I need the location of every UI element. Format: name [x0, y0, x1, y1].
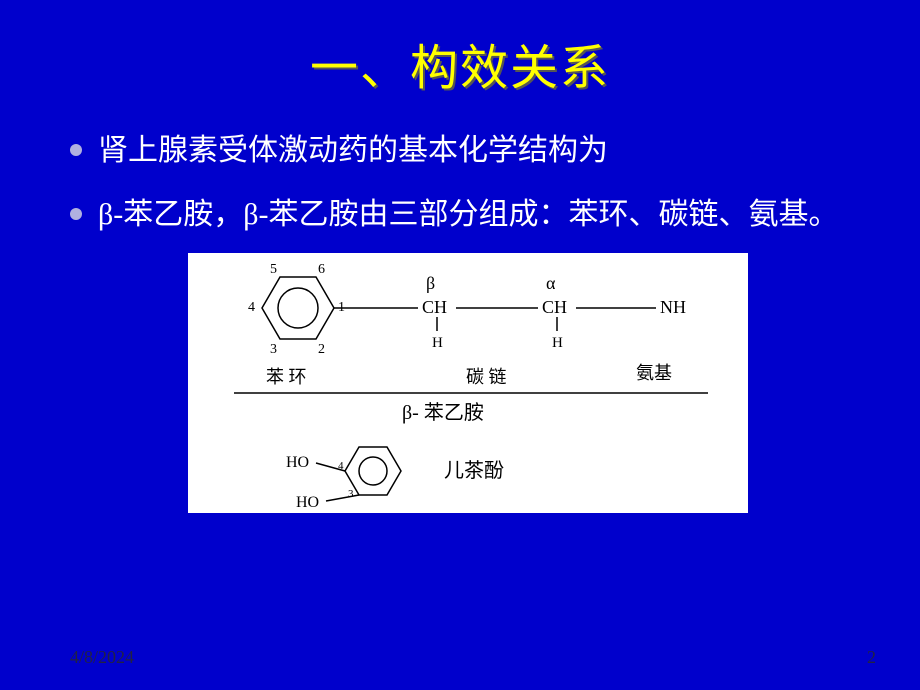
bullet-dot-icon	[70, 208, 82, 220]
h-sub-1: H	[432, 335, 443, 351]
chemical-structure-diagram: 1 2 3 4 5 6 β CH H α CH	[188, 253, 748, 513]
footer-date: 4/8/2024	[70, 647, 134, 668]
ch-label-2: CH	[542, 297, 567, 317]
section-label-ring: 苯 环	[266, 367, 307, 387]
slide-content: 肾上腺素受体激动药的基本化学结构为 β-苯乙胺，β-苯乙胺由三部分组成：苯环、碳…	[0, 98, 920, 513]
bullet-item: β-苯乙胺，β-苯乙胺由三部分组成：苯环、碳链、氨基。	[70, 190, 850, 240]
nh-label: NH	[660, 297, 686, 317]
ring-pos-3: 3	[270, 342, 277, 357]
overall-label: β- 苯乙胺	[402, 401, 484, 424]
section-label-amino: 氨基	[636, 363, 672, 383]
bullet-item: 肾上腺素受体激动药的基本化学结构为	[70, 126, 850, 176]
ho-label-3: HO	[296, 494, 319, 511]
alpha-label: α	[546, 273, 556, 293]
ring-pos-2: 2	[318, 342, 325, 357]
bullet-text: β-苯乙胺，β-苯乙胺由三部分组成：苯环、碳链、氨基。	[98, 190, 850, 240]
catechol-pos-3: 3	[348, 488, 354, 500]
bullet-text: 肾上腺素受体激动药的基本化学结构为	[98, 126, 850, 176]
beta-label: β	[426, 273, 435, 293]
h-sub-2: H	[552, 335, 563, 351]
footer-page-number: 2	[867, 647, 876, 668]
ring-pos-5: 5	[270, 262, 277, 277]
catechol-pos-4: 4	[338, 460, 344, 472]
ch-label-1: CH	[422, 297, 447, 317]
ring-pos-6: 6	[318, 262, 325, 277]
section-label-chain: 碳 链	[466, 367, 507, 387]
ho-label-4: HO	[286, 454, 309, 471]
bullet-dot-icon	[70, 144, 82, 156]
ring-pos-4: 4	[248, 300, 255, 315]
catechol-name: 儿茶酚	[444, 459, 504, 482]
slide-title: 一、构效关系 一、构效关系	[0, 0, 920, 98]
title-text: 一、构效关系	[310, 42, 610, 95]
